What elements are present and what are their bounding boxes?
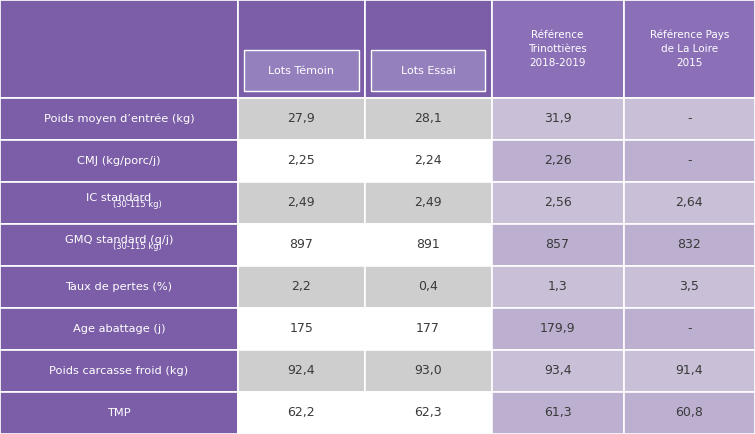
- Text: 61,3: 61,3: [544, 407, 572, 420]
- Bar: [492, 308, 624, 350]
- Bar: [238, 182, 365, 224]
- Bar: [238, 308, 365, 350]
- Bar: [624, 98, 755, 140]
- Text: 28,1: 28,1: [414, 112, 442, 125]
- Text: 3,5: 3,5: [680, 280, 699, 293]
- Text: (30-115 kg): (30-115 kg): [113, 243, 162, 251]
- Bar: [624, 0, 755, 98]
- Text: 93,4: 93,4: [544, 365, 572, 378]
- Bar: [624, 224, 755, 266]
- Bar: [244, 50, 359, 91]
- Bar: [238, 224, 365, 266]
- Text: GMQ standard (g/j): GMQ standard (g/j): [65, 235, 173, 245]
- Bar: [0, 392, 238, 434]
- Bar: [0, 0, 238, 98]
- Text: 60,8: 60,8: [676, 407, 703, 420]
- Bar: [624, 140, 755, 182]
- Bar: [0, 182, 238, 224]
- Bar: [492, 224, 624, 266]
- Text: Lots Essai: Lots Essai: [401, 66, 455, 76]
- Text: 891: 891: [416, 238, 440, 251]
- Bar: [492, 182, 624, 224]
- Bar: [365, 140, 492, 182]
- Text: 175: 175: [289, 322, 313, 335]
- Bar: [0, 266, 238, 308]
- Bar: [624, 392, 755, 434]
- Text: Référence
Trinottières
2018-2019: Référence Trinottières 2018-2019: [528, 30, 587, 68]
- Bar: [0, 308, 238, 350]
- Text: 832: 832: [677, 238, 701, 251]
- Text: 2,56: 2,56: [544, 196, 572, 209]
- Bar: [624, 308, 755, 350]
- Text: (30-115 kg): (30-115 kg): [113, 201, 162, 210]
- Text: -: -: [687, 322, 692, 335]
- Text: 897: 897: [289, 238, 313, 251]
- Bar: [492, 392, 624, 434]
- Bar: [0, 350, 238, 392]
- Text: 2,2: 2,2: [291, 280, 311, 293]
- Bar: [0, 98, 238, 140]
- Bar: [365, 224, 492, 266]
- Bar: [0, 224, 238, 266]
- Bar: [492, 0, 624, 98]
- Bar: [624, 182, 755, 224]
- Text: -: -: [687, 154, 692, 167]
- Text: 2,24: 2,24: [414, 154, 442, 167]
- Bar: [365, 98, 492, 140]
- Bar: [365, 392, 492, 434]
- Bar: [238, 0, 365, 98]
- Bar: [238, 266, 365, 308]
- Text: 0,4: 0,4: [418, 280, 438, 293]
- Text: 91,4: 91,4: [676, 365, 703, 378]
- Text: CMJ (kg/porc/j): CMJ (kg/porc/j): [77, 156, 161, 166]
- Text: 93,0: 93,0: [414, 365, 442, 378]
- Bar: [365, 266, 492, 308]
- Text: Lots Témoin: Lots Témoin: [268, 66, 334, 76]
- Bar: [624, 266, 755, 308]
- Text: Age abattage (j): Age abattage (j): [72, 324, 165, 334]
- Bar: [492, 98, 624, 140]
- Bar: [238, 140, 365, 182]
- Text: 2,26: 2,26: [544, 154, 572, 167]
- Text: 857: 857: [546, 238, 569, 251]
- Text: 177: 177: [416, 322, 440, 335]
- Text: 27,9: 27,9: [288, 112, 315, 125]
- Text: 62,3: 62,3: [414, 407, 442, 420]
- Bar: [365, 182, 492, 224]
- Text: 31,9: 31,9: [544, 112, 572, 125]
- Bar: [365, 308, 492, 350]
- Text: 2,49: 2,49: [414, 196, 442, 209]
- Text: Taux de pertes (%): Taux de pertes (%): [66, 282, 172, 292]
- Text: TMP: TMP: [107, 408, 131, 418]
- Bar: [365, 350, 492, 392]
- Text: -: -: [687, 112, 692, 125]
- Text: 2,49: 2,49: [288, 196, 315, 209]
- Text: 1,3: 1,3: [547, 280, 568, 293]
- Text: 2,64: 2,64: [676, 196, 703, 209]
- Bar: [492, 140, 624, 182]
- Text: Poids moyen d’entrée (kg): Poids moyen d’entrée (kg): [44, 113, 194, 124]
- Text: 92,4: 92,4: [288, 365, 315, 378]
- Text: 2,25: 2,25: [288, 154, 315, 167]
- Bar: [238, 98, 365, 140]
- Bar: [624, 350, 755, 392]
- Text: 179,9: 179,9: [540, 322, 575, 335]
- Bar: [492, 266, 624, 308]
- Text: 62,2: 62,2: [288, 407, 315, 420]
- Bar: [238, 392, 365, 434]
- Text: Référence Pays
de La Loire
2015: Référence Pays de La Loire 2015: [649, 30, 729, 68]
- Bar: [0, 140, 238, 182]
- Text: Poids carcasse froid (kg): Poids carcasse froid (kg): [49, 366, 189, 376]
- Bar: [238, 350, 365, 392]
- Bar: [365, 0, 492, 98]
- Text: IC standard: IC standard: [86, 193, 152, 203]
- Bar: [492, 350, 624, 392]
- Bar: [371, 50, 485, 91]
